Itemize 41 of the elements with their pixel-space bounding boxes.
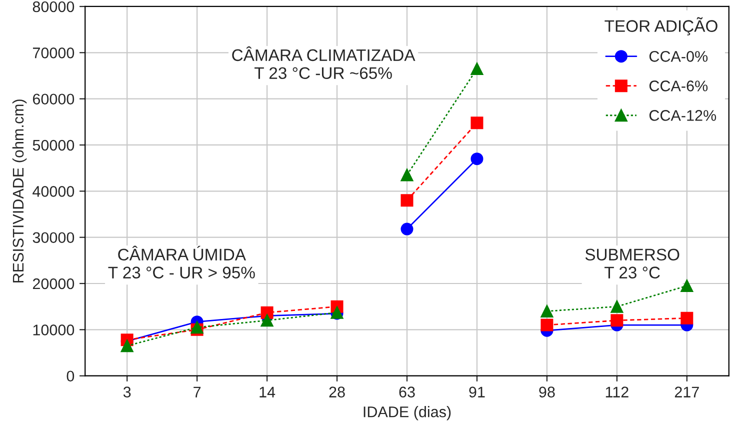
legend-label: CCA-12% (649, 110, 716, 121)
legend-label: CCA-6% (649, 80, 708, 92)
x-tick-label: 217 (674, 386, 699, 398)
point (610, 314, 624, 327)
x-tick-label: 28 (329, 386, 345, 398)
x-tick-label: 3 (123, 386, 131, 398)
y-tick-label: 60000 (32, 94, 74, 105)
point (470, 116, 484, 130)
point (470, 152, 484, 166)
x-tick-label: 63 (399, 386, 415, 398)
x-tick-label: 14 (260, 386, 276, 398)
y-axis-title: RESISTIVIDADE (ohm.cm) (12, 100, 27, 282)
y-tick-label: 40000 (32, 186, 74, 197)
x-tick-label: 7 (194, 386, 201, 398)
point (400, 222, 414, 236)
point (470, 62, 484, 76)
point (610, 300, 624, 313)
y-tick-label: 10000 (33, 324, 74, 336)
point (400, 194, 414, 207)
legend-label: CCA-0% (649, 51, 708, 62)
y-tick-label: 50000 (32, 140, 74, 151)
point (540, 304, 554, 318)
x-axis-title: IDADE (dias) (364, 406, 451, 420)
point (260, 314, 274, 327)
annotation: SUBMERSO T 23 °C (585, 248, 680, 278)
point (680, 280, 694, 292)
y-tick-label: 20000 (32, 278, 74, 290)
point (540, 318, 554, 332)
annotation: CÂMARA CLIMATIZADA T 23 °C -UR ~65% (232, 46, 416, 80)
point (680, 312, 694, 324)
y-tick-label: 0 (66, 370, 74, 382)
x-tick-label: 91 (469, 386, 485, 398)
x-tick-label: 98 (539, 386, 555, 398)
x-tick-label: 112 (606, 386, 628, 398)
point (120, 340, 134, 352)
legend-title: TEOR ADIÇÃO (604, 17, 718, 36)
y-tick-label: 70000 (32, 48, 74, 58)
y-tick-label: 80000 (32, 1, 74, 12)
point (400, 168, 414, 182)
y-tick-label: 30000 (32, 232, 74, 244)
annotation: CÂMARA ÚMIDA T 23 °C - UR > 95% (108, 246, 255, 278)
